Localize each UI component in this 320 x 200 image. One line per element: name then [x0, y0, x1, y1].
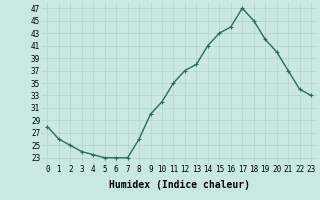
- X-axis label: Humidex (Indice chaleur): Humidex (Indice chaleur): [109, 180, 250, 190]
